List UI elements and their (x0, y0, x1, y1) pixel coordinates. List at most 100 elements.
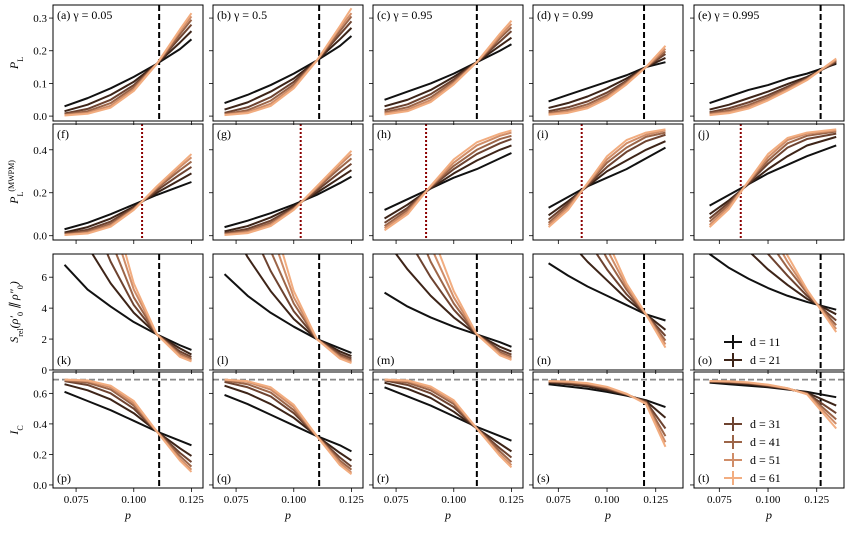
plot-area (373, 372, 523, 488)
y-tick-label: 0.0 (33, 231, 47, 243)
series-line (224, 378, 353, 474)
series-line (548, 45, 667, 116)
series-line (63, 264, 192, 351)
y-tick-label: 0.3 (33, 13, 47, 25)
panel: (l) (209, 253, 364, 374)
series-line (223, 273, 352, 354)
frame (693, 371, 845, 489)
legend-label: d = 11 (750, 335, 780, 349)
y-tick-label: 0.2 (33, 46, 47, 58)
series-line (64, 378, 193, 471)
frame (532, 371, 684, 489)
y-tick-label: 4 (42, 303, 48, 315)
plot-area (53, 372, 203, 488)
panel-label: (f) (57, 127, 69, 141)
panel-label: (m) (377, 353, 394, 367)
y-axis-label: PL(MWPM) (7, 160, 25, 205)
frame (372, 123, 524, 241)
panel-label: (g) (217, 127, 231, 141)
frame (372, 4, 524, 122)
series-line (384, 152, 512, 211)
series-line (270, 254, 352, 362)
x-tick-label: 0.125 (804, 494, 829, 506)
plot-area (64, 124, 193, 240)
series-line (121, 254, 192, 362)
x-tick-label: 0.125 (339, 494, 364, 506)
series-line (709, 135, 837, 216)
series-line (776, 254, 837, 326)
y-tick-label: 6 (42, 272, 48, 284)
y-axis-label-part: (ρ′ (7, 316, 21, 329)
series-line (384, 378, 513, 469)
series-line (64, 12, 193, 117)
plot-area (548, 5, 667, 121)
series-line (709, 57, 837, 117)
panel: 0.0 0.1 0.2 0.3 (a) γ = 0.05 PL (7, 4, 204, 125)
frame (532, 253, 684, 371)
x-tick-label: 0.100 (281, 494, 306, 506)
plot-area (383, 124, 512, 240)
series-line (244, 254, 352, 358)
panel: 0.075 0.100 0.125 (q) p (209, 371, 364, 522)
panel-label: (q) (217, 471, 231, 485)
plot-area (708, 124, 837, 240)
panel-label: (d) γ = 0.99 (537, 8, 593, 22)
series-line (64, 19, 193, 116)
series-line (64, 38, 193, 108)
panel: (i) (529, 123, 684, 244)
x-tick-label: 0.125 (499, 494, 524, 506)
panel-label: (o) (698, 353, 712, 367)
x-tick-label: 0.100 (121, 494, 146, 506)
series-line (384, 381, 513, 453)
series-line (433, 254, 512, 360)
frame (212, 371, 364, 489)
panel: (o) d = 11 d = 21 (690, 253, 845, 374)
series-line (224, 27, 353, 111)
panel-label: (j) (698, 127, 709, 141)
frame (372, 253, 524, 371)
series-line (224, 169, 353, 233)
series-line (384, 379, 513, 459)
series-line (438, 254, 512, 361)
panel-label: (p) (57, 471, 71, 485)
series-line (547, 128, 666, 228)
y-tick-label: 0.1 (33, 78, 47, 90)
panel-label: (c) γ = 0.95 (377, 8, 432, 22)
y-axis-label-part: rel (16, 328, 25, 337)
series-line (384, 36, 513, 108)
series-line (64, 153, 193, 237)
frame (52, 371, 204, 489)
x-tick-label: 0.100 (441, 494, 466, 506)
panel-label: (b) γ = 0.5 (217, 8, 267, 22)
series-line (64, 390, 192, 447)
panel: (d) γ = 0.99 (529, 4, 684, 125)
frame (693, 123, 845, 241)
series-line (224, 12, 353, 116)
y-axis-label: Srel(ρ′0 ∥ ρ″0) (7, 281, 25, 343)
legend-label: d = 21 (750, 353, 781, 367)
series-line (709, 61, 837, 111)
panel: (g) (209, 123, 364, 244)
frame (372, 371, 524, 489)
frame (212, 253, 364, 371)
series-line (64, 380, 193, 463)
x-tick-label: 0.125 (179, 494, 204, 506)
series-line (579, 254, 667, 331)
y-axis-label-part: S (7, 337, 21, 343)
x-tick-label: 0.075 (224, 494, 249, 506)
series-line (547, 131, 666, 224)
y-axis-label-part: L (16, 192, 25, 197)
frame (532, 4, 684, 122)
y-axis-label-part: C (16, 425, 25, 430)
frame (52, 253, 204, 371)
panel-label: (s) (537, 471, 550, 485)
x-tick-label: 0.075 (707, 494, 732, 506)
plot-area (384, 5, 513, 121)
y-axis-label-part: P (7, 196, 21, 205)
series-line (708, 130, 837, 223)
panel: 0.075 0.100 0.125 (s) p (529, 371, 684, 522)
series-line (384, 43, 512, 101)
series-line (224, 380, 353, 468)
y-axis-label-part: 0 (16, 285, 25, 289)
